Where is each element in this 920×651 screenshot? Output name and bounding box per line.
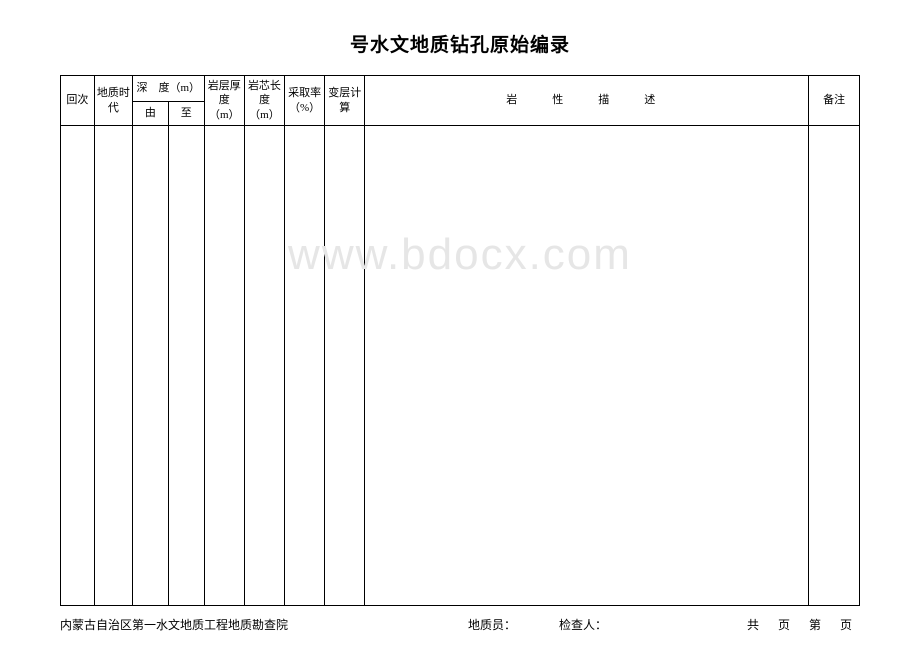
col-header-recovery: 采取率（%） [285, 76, 325, 126]
cell-remarks [809, 126, 860, 606]
cell-recovery [285, 126, 325, 606]
cell-cycle [61, 126, 95, 606]
footer: 内蒙古自治区第一水文地质工程地质勘查院 地质员： 检查人： 共 页 第 页 [60, 616, 860, 633]
col-header-depth-group: 深 度（m） [132, 76, 204, 102]
cell-description [365, 126, 809, 606]
col-header-layer-calc: 变层计算 [325, 76, 365, 126]
table-header-row-1: 回次 地质时代 深 度（m） 岩层厚度（m） 岩芯长度（m） 采取率（%） 变层… [61, 76, 860, 102]
cell-era [94, 126, 132, 606]
col-header-era: 地质时代 [94, 76, 132, 126]
cell-core-length [244, 126, 284, 606]
footer-signatures: 地质员： 检查人： [288, 616, 747, 633]
footer-inspector-label: 检查人： [559, 618, 607, 632]
col-header-remarks: 备注 [809, 76, 860, 126]
table-row [61, 126, 860, 606]
col-header-thickness: 岩层厚度（m） [204, 76, 244, 126]
cell-depth-from [132, 126, 168, 606]
col-header-description: 岩 性 描 述 [365, 76, 809, 126]
footer-org: 内蒙古自治区第一水文地质工程地质勘查院 [60, 616, 288, 633]
cell-layer-calc [325, 126, 365, 606]
record-table: 回次 地质时代 深 度（m） 岩层厚度（m） 岩芯长度（m） 采取率（%） 变层… [60, 75, 860, 606]
footer-pagination: 共 页 第 页 [747, 616, 860, 633]
col-header-depth-to: 至 [168, 102, 204, 126]
table-container: www.bdocx.com 回次 地质时代 深 度（m） 岩层厚度（m） 岩芯长… [60, 75, 860, 606]
footer-geologist-label: 地质员： [468, 618, 516, 632]
col-header-depth-from: 由 [132, 102, 168, 126]
col-header-cycle: 回次 [61, 76, 95, 126]
page-title: 号水文地质钻孔原始编录 [60, 30, 860, 57]
cell-thickness [204, 126, 244, 606]
cell-depth-to [168, 126, 204, 606]
col-header-core-length: 岩芯长度（m） [244, 76, 284, 126]
